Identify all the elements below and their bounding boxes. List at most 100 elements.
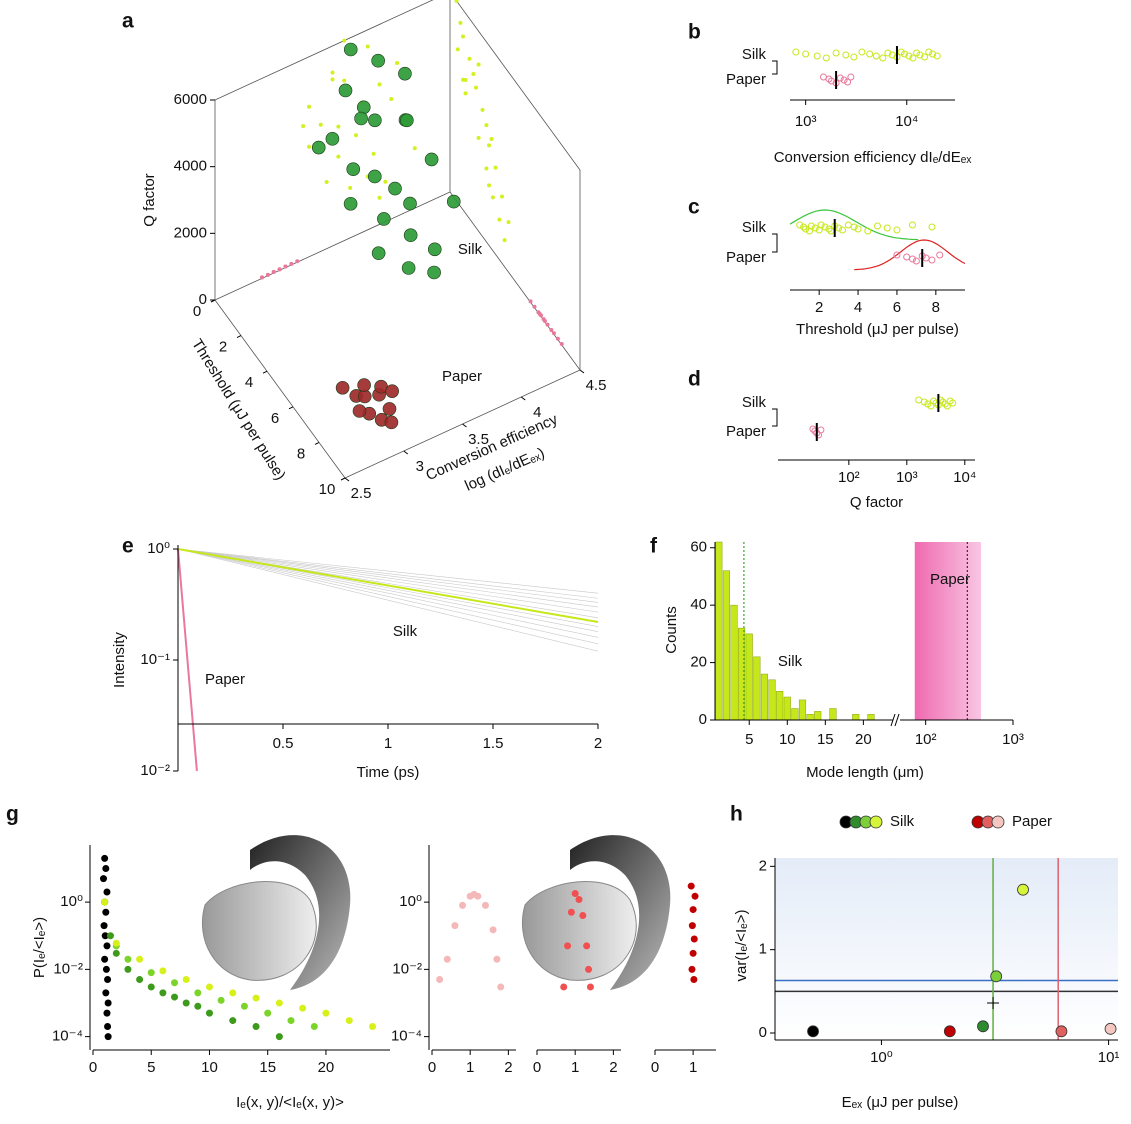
sphere <box>400 113 414 128</box>
x-tick-label: 8 <box>932 299 940 316</box>
x-tick-label: 0.5 <box>273 735 294 752</box>
point <box>939 398 947 406</box>
point <box>893 226 901 234</box>
point <box>802 225 810 233</box>
shell-illustration <box>521 835 671 990</box>
axis-break <box>894 713 900 727</box>
bar <box>791 708 799 721</box>
sphere <box>385 384 399 398</box>
x-tick <box>344 477 350 482</box>
bracket <box>772 408 778 427</box>
point <box>690 975 698 983</box>
y-tick-label: 0 <box>759 1024 767 1041</box>
wall-projection <box>336 124 341 129</box>
point <box>688 965 696 973</box>
legend-label: Paper <box>1012 813 1052 830</box>
y-tick <box>236 335 242 339</box>
wall-projection <box>528 299 533 304</box>
point <box>104 999 112 1007</box>
plot-background <box>775 858 1118 1040</box>
point <box>1017 883 1029 896</box>
wall-projection <box>537 311 542 316</box>
wall-projection <box>476 62 481 67</box>
point <box>807 1025 819 1038</box>
x-tick-label: 1 <box>571 1059 579 1076</box>
point <box>497 983 505 991</box>
point <box>252 994 260 1002</box>
x-tick <box>462 423 467 428</box>
axis-break <box>890 713 896 727</box>
series-label: Silk <box>778 653 803 670</box>
sphere <box>377 212 391 226</box>
trace-line <box>177 548 599 645</box>
point <box>832 49 840 57</box>
point <box>489 926 497 934</box>
point <box>920 398 928 406</box>
point <box>275 999 283 1007</box>
wall-projection <box>489 136 494 141</box>
x-axis-title: Threshold (μJ per pulse) <box>796 321 959 338</box>
wall-projection <box>301 124 306 129</box>
wall-projection <box>555 336 560 341</box>
point <box>287 1017 295 1025</box>
trace-line <box>177 548 599 599</box>
point <box>897 48 905 56</box>
point <box>802 50 810 58</box>
y-tick-label: 10⁰ <box>60 893 83 910</box>
y-tick <box>210 299 216 303</box>
point <box>436 975 444 983</box>
y-tick <box>288 406 294 410</box>
point <box>916 51 924 59</box>
wall-projection <box>480 107 485 112</box>
point <box>299 1004 307 1012</box>
x-tick <box>579 369 585 374</box>
x-tick-label: 2 <box>504 1059 512 1076</box>
point <box>571 890 579 898</box>
category-label: Silk <box>742 394 767 411</box>
point <box>836 74 844 82</box>
point <box>850 223 858 231</box>
x-tick-label: 10² <box>915 731 937 748</box>
point <box>928 223 936 231</box>
point <box>101 932 109 940</box>
point <box>1055 1025 1068 1038</box>
point <box>102 965 110 973</box>
sphere <box>398 66 412 81</box>
y-axis-title: P(Iₑ/<Iₑ>) <box>31 917 48 978</box>
x-tick-label: 10³ <box>1002 731 1024 748</box>
point <box>264 1009 272 1017</box>
point <box>103 888 111 896</box>
sphere <box>403 196 417 211</box>
x-axis-title: Time (ps) <box>357 764 420 781</box>
wall-projection <box>289 261 294 266</box>
wall-projection <box>545 322 550 327</box>
sphere <box>356 100 371 115</box>
bar <box>806 714 814 721</box>
point <box>474 892 482 900</box>
point <box>903 253 911 261</box>
legend-swatch <box>991 815 1005 829</box>
panel-label: f <box>650 535 658 558</box>
category-label: Paper <box>726 249 766 266</box>
x-tick-label: 6 <box>893 299 901 316</box>
panel-label: d <box>688 368 701 391</box>
sphere <box>384 415 399 430</box>
sphere <box>371 53 385 68</box>
point <box>864 227 872 235</box>
point <box>844 78 852 86</box>
bracket <box>772 60 778 75</box>
wall-projection <box>307 104 311 109</box>
point <box>690 935 698 943</box>
point <box>102 989 110 997</box>
trace-line <box>177 548 599 652</box>
point <box>821 223 829 231</box>
sphere <box>343 42 358 57</box>
point <box>101 898 109 906</box>
wall-projection <box>354 133 358 138</box>
point <box>879 54 887 62</box>
point <box>883 224 891 232</box>
y-tick-label: 20 <box>690 654 707 671</box>
x-tick <box>520 396 526 401</box>
x-tick-label: 5 <box>147 1059 155 1076</box>
y-tick-label: 10⁰ <box>399 893 422 910</box>
